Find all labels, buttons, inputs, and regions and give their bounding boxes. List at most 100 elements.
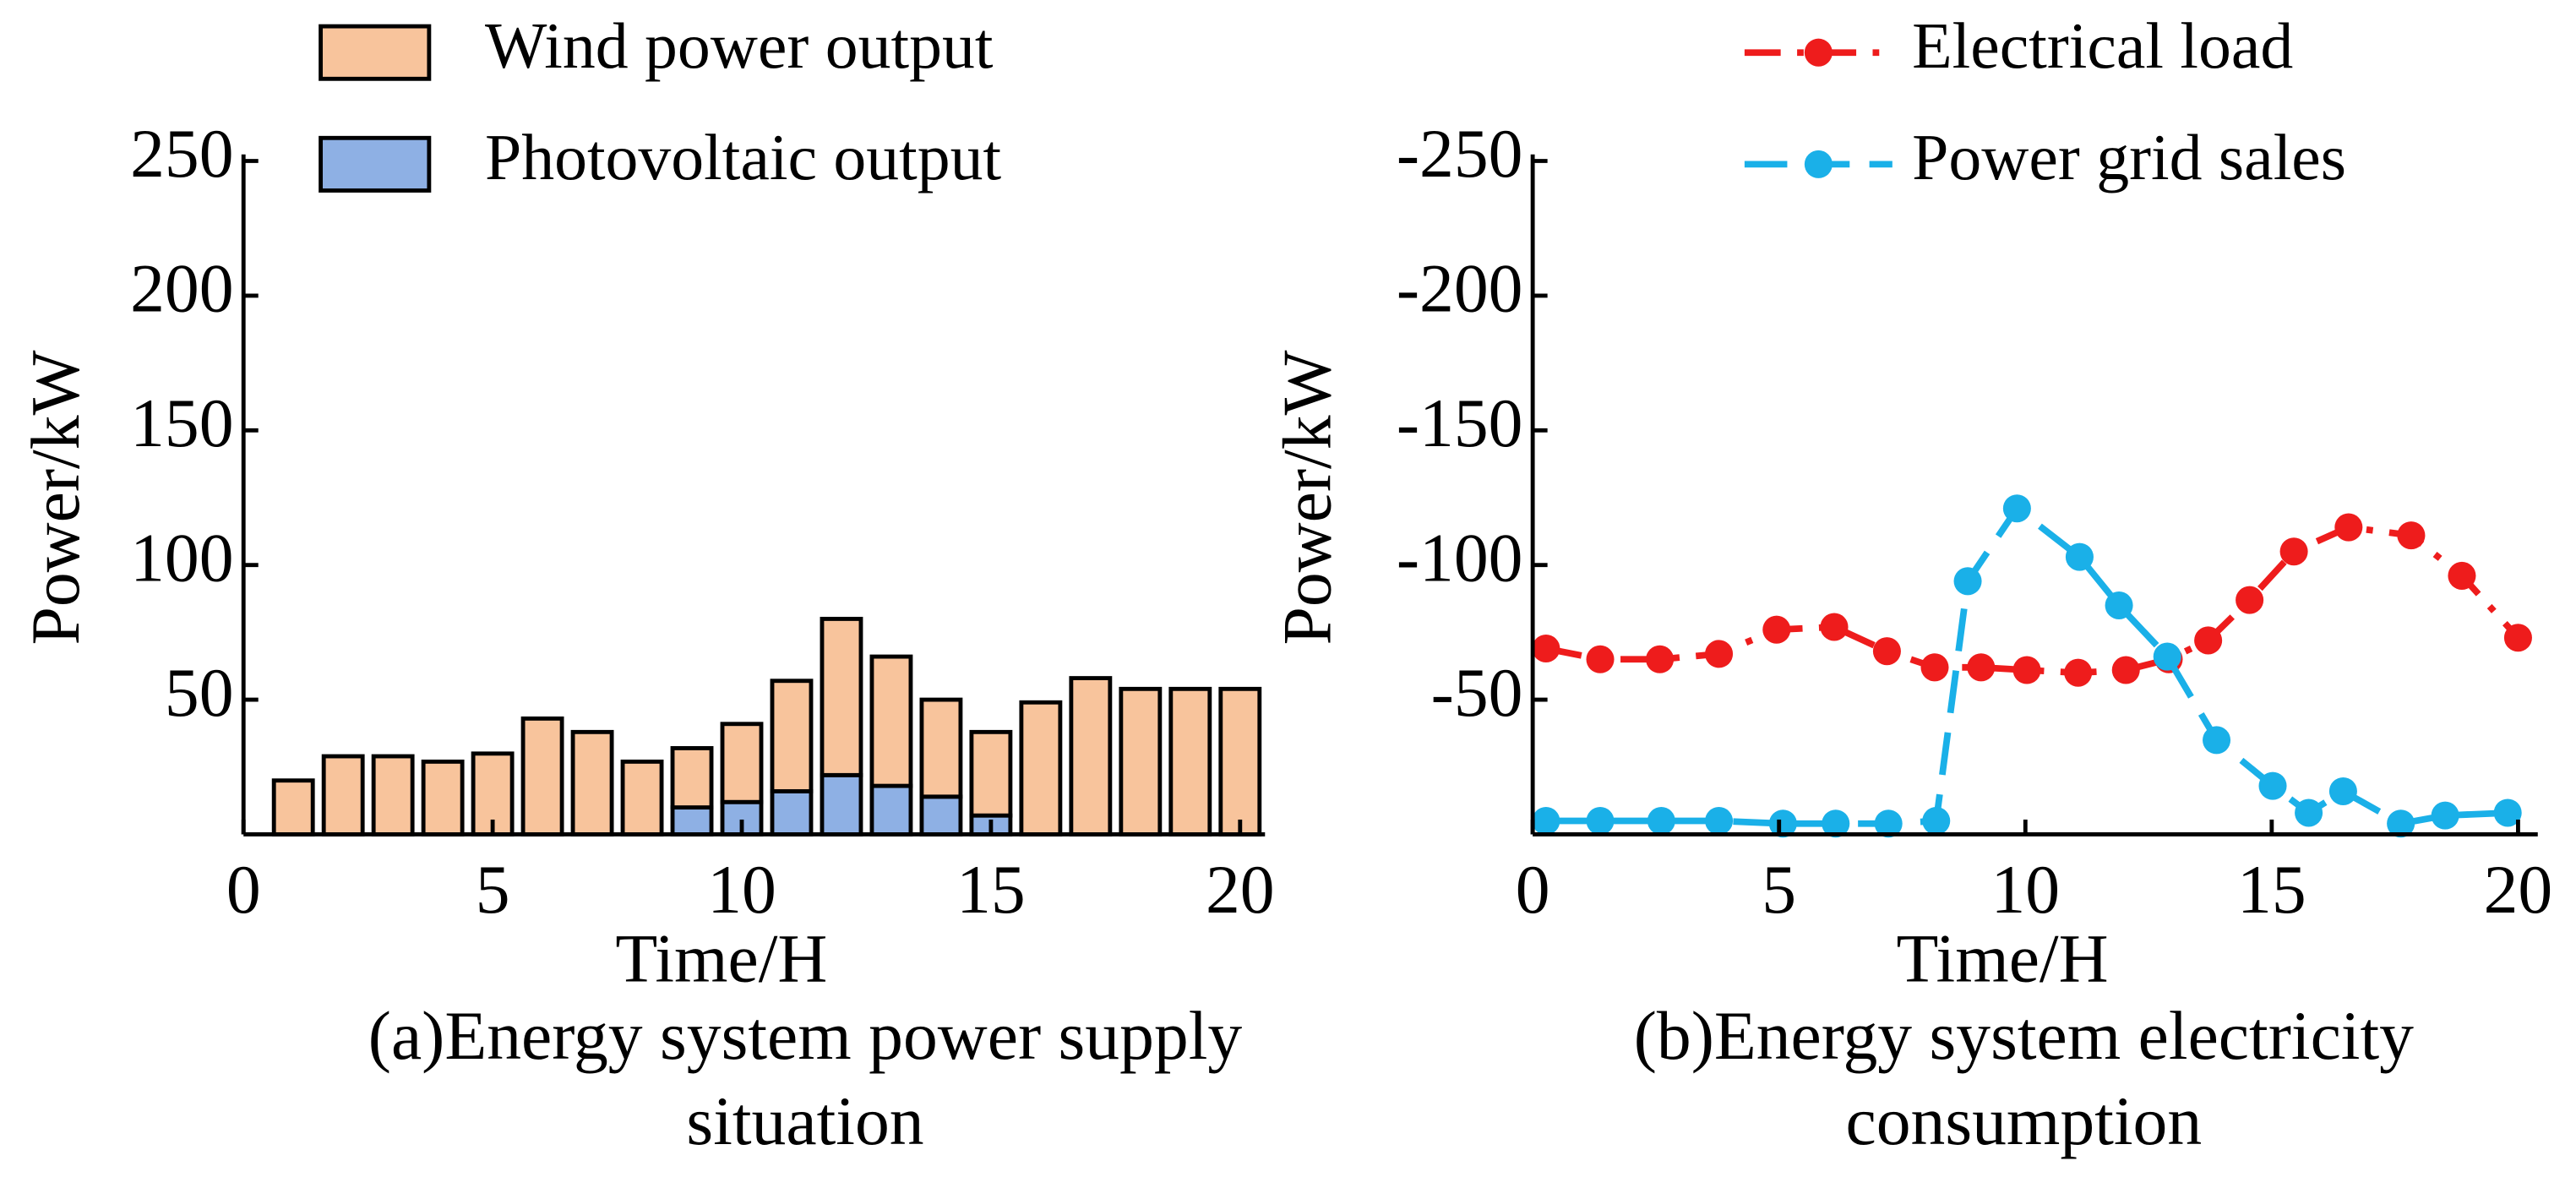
x-tick-label: 20 xyxy=(2484,851,2553,928)
line xyxy=(1545,524,2521,677)
y-tick-label: -200 xyxy=(1397,250,1523,327)
bar-segment xyxy=(770,679,814,793)
point xyxy=(2064,658,2093,687)
bar-segment xyxy=(869,654,913,788)
legend-label: Electrical load xyxy=(1912,9,2293,82)
bar-segment xyxy=(620,759,664,837)
point xyxy=(2002,494,2031,523)
bar-segment xyxy=(321,754,365,837)
point xyxy=(2493,798,2522,827)
point xyxy=(1532,634,1560,663)
point xyxy=(2397,521,2426,550)
x-tick-label: 10 xyxy=(1991,851,2060,928)
point xyxy=(2279,537,2308,566)
x-tick-label: 10 xyxy=(707,851,776,928)
point xyxy=(1705,807,1734,836)
point xyxy=(2194,626,2223,655)
bar-segment xyxy=(820,772,863,837)
point xyxy=(1922,807,1951,836)
x-tick-label: 20 xyxy=(1206,851,1275,928)
point xyxy=(2012,656,2041,684)
legend-swatch xyxy=(319,24,432,81)
point xyxy=(2387,809,2415,838)
point xyxy=(1762,615,1791,644)
point xyxy=(2431,801,2459,830)
bar-segment xyxy=(820,617,863,777)
y-axis-label: Power/kW xyxy=(1268,350,1345,645)
bar-segment xyxy=(421,759,465,837)
bar-segment xyxy=(919,794,963,837)
y-tick-label: 50 xyxy=(165,654,234,731)
point xyxy=(2105,591,2133,620)
bar-segment xyxy=(371,754,415,837)
point xyxy=(1820,613,1849,641)
point xyxy=(1872,637,1901,666)
point xyxy=(1768,809,1797,838)
bar-segment xyxy=(770,789,814,837)
point xyxy=(2065,542,2094,571)
bar-segment xyxy=(570,729,614,837)
point xyxy=(2295,798,2323,827)
point xyxy=(2448,561,2476,590)
bar-segment xyxy=(1019,700,1063,837)
y-tick-label: 250 xyxy=(130,115,233,192)
bar-segment xyxy=(1168,686,1212,837)
y-tick-label: 150 xyxy=(130,384,233,461)
y-tick-label: -100 xyxy=(1397,519,1523,596)
legend-swatch xyxy=(319,135,432,193)
bar-segment xyxy=(670,746,714,810)
legend-marker xyxy=(1804,150,1833,178)
x-tick-label: 5 xyxy=(1762,851,1796,928)
bar-segment xyxy=(969,729,1013,818)
y-tick-label: 200 xyxy=(130,250,233,327)
caption: (b)Energy system electricity xyxy=(1634,997,2414,1074)
x-axis-label: Time/H xyxy=(615,920,827,997)
x-tick-label: 0 xyxy=(226,851,261,928)
y-tick-label: 100 xyxy=(130,519,233,596)
bar-segment xyxy=(520,716,564,837)
x-axis-label: Time/H xyxy=(1897,920,2109,997)
point xyxy=(2111,656,2140,684)
line xyxy=(1545,504,2508,827)
legend-label: Wind power output xyxy=(485,9,994,82)
caption: (a)Energy system power supply xyxy=(368,997,1243,1074)
caption: situation xyxy=(686,1082,923,1159)
point xyxy=(2258,771,2287,800)
point xyxy=(1586,807,1615,836)
x-tick-label: 15 xyxy=(2237,851,2306,928)
bar-segment xyxy=(720,722,764,804)
point xyxy=(2328,777,2357,805)
bar-segment xyxy=(869,783,913,837)
y-axis-label: Power/kW xyxy=(17,350,94,645)
x-tick-label: 15 xyxy=(956,851,1026,928)
bar-segment xyxy=(919,697,963,799)
point xyxy=(2236,586,2264,614)
point xyxy=(1646,645,1675,673)
legend-marker xyxy=(1804,38,1833,67)
point xyxy=(1822,809,1850,838)
x-tick-label: 0 xyxy=(1516,851,1550,928)
y-tick-label: -150 xyxy=(1397,384,1523,461)
caption: consumption xyxy=(1845,1082,2202,1159)
bar-segment xyxy=(1069,676,1113,837)
point xyxy=(1532,807,1560,836)
y-tick-label: -50 xyxy=(1431,654,1523,731)
point xyxy=(1920,653,1949,682)
bar-segment xyxy=(271,778,315,837)
point xyxy=(1705,640,1734,668)
point xyxy=(2503,624,2532,652)
point xyxy=(1874,809,1903,838)
legend-label: Photovoltaic output xyxy=(485,121,1002,193)
bar-segment xyxy=(1218,686,1262,837)
x-tick-label: 5 xyxy=(476,851,510,928)
point xyxy=(1647,807,1675,836)
bar-segment xyxy=(670,805,714,837)
point xyxy=(2203,726,2231,755)
legend-label: Power grid sales xyxy=(1912,121,2346,193)
point xyxy=(1586,645,1615,673)
point xyxy=(2153,642,2181,671)
point xyxy=(1967,653,1996,682)
bar-segment xyxy=(1119,686,1163,837)
point xyxy=(1953,567,1982,596)
